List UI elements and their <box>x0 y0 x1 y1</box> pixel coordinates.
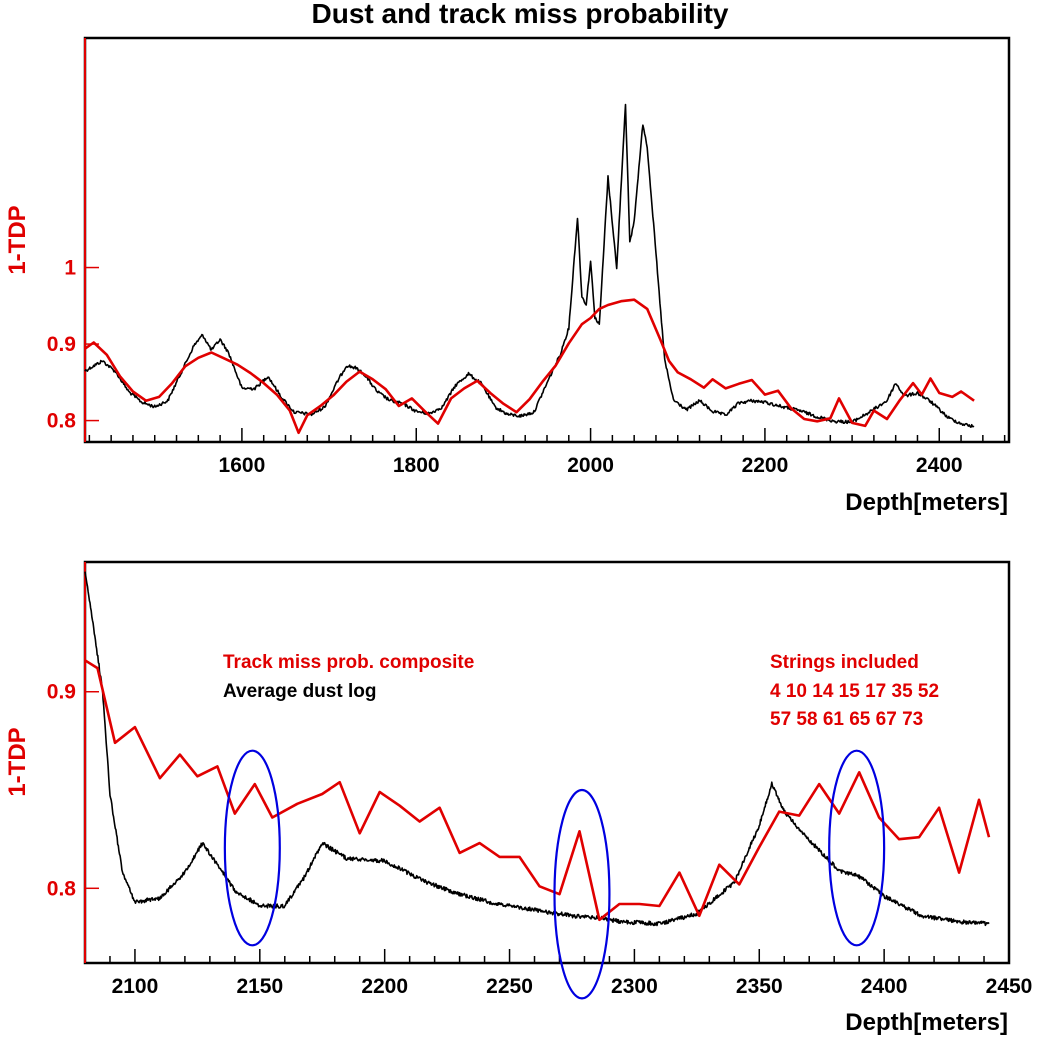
highlight-ellipse <box>828 749 886 947</box>
bottom-x-tick-label: 2350 <box>736 975 783 998</box>
highlight-ellipse <box>223 749 281 947</box>
top-x-tick-label: 1800 <box>393 454 440 477</box>
top-y-axis-label: 1-TDP <box>4 205 31 274</box>
strings-list-line-2: 57 58 61 65 67 73 <box>770 709 923 730</box>
bottom-y-tick-label: 0.8 <box>47 877 77 900</box>
bottom-x-tick-label: 2100 <box>112 975 159 998</box>
top-y-tick-label: 1 <box>64 257 76 280</box>
strings-list-line-1: 4 10 14 15 17 35 52 <box>770 681 939 702</box>
highlight-ellipses <box>223 749 886 1000</box>
top-panel: 1600 1800 2000 2200 2400 0.8 0.9 1 1-TDP Depth[… <box>4 36 1011 516</box>
bottom-panel: 2100 2150 2200 2250 2300 2350 2400 2450 0.8 0.9 1… <box>4 560 1033 1036</box>
legend-dust-label: Average dust log <box>223 681 376 702</box>
legend-track-label: Track miss prob. composite <box>223 652 474 673</box>
strings-included-label: Strings included <box>770 652 919 673</box>
top-y-tick-label: 0.9 <box>47 333 76 356</box>
bottom-x-axis-label: Depth[meters] <box>845 1009 1008 1036</box>
highlight-ellipse <box>553 788 611 1000</box>
bottom-y-tick-label: 0.9 <box>47 681 76 704</box>
bottom-series <box>84 571 991 927</box>
bottom-x-tick-label: 2450 <box>986 975 1033 998</box>
top-x-tick-label: 1600 <box>219 454 266 477</box>
bottom-x-tick-label: 2150 <box>236 975 283 998</box>
top-track-miss-line <box>84 298 975 435</box>
top-dust-log-line <box>84 103 975 428</box>
top-x-tick-label: 2400 <box>916 454 963 477</box>
top-x-axis-label: Depth[meters] <box>845 489 1008 516</box>
bottom-x-tick-label: 2400 <box>861 975 908 998</box>
top-axis-ticks: 1600 1800 2000 2200 2400 0.8 0.9 1 <box>47 38 1006 477</box>
bottom-axis-ticks: 2100 2150 2200 2250 2300 2350 2400 2450 0.8 0.9 <box>47 562 1033 998</box>
bottom-x-tick-label: 2200 <box>361 975 408 998</box>
bottom-dust-log-line <box>84 571 990 927</box>
bottom-x-tick-label: 2300 <box>611 975 658 998</box>
chart-title: Dust and track miss probability <box>312 0 729 29</box>
top-y-tick-label: 0.8 <box>47 410 77 433</box>
top-series <box>84 103 975 435</box>
bottom-y-axis-label: 1-TDP <box>4 727 31 796</box>
top-x-tick-label: 2200 <box>742 454 789 477</box>
bottom-x-tick-label: 2250 <box>486 975 533 998</box>
top-x-tick-label: 2000 <box>567 454 614 477</box>
